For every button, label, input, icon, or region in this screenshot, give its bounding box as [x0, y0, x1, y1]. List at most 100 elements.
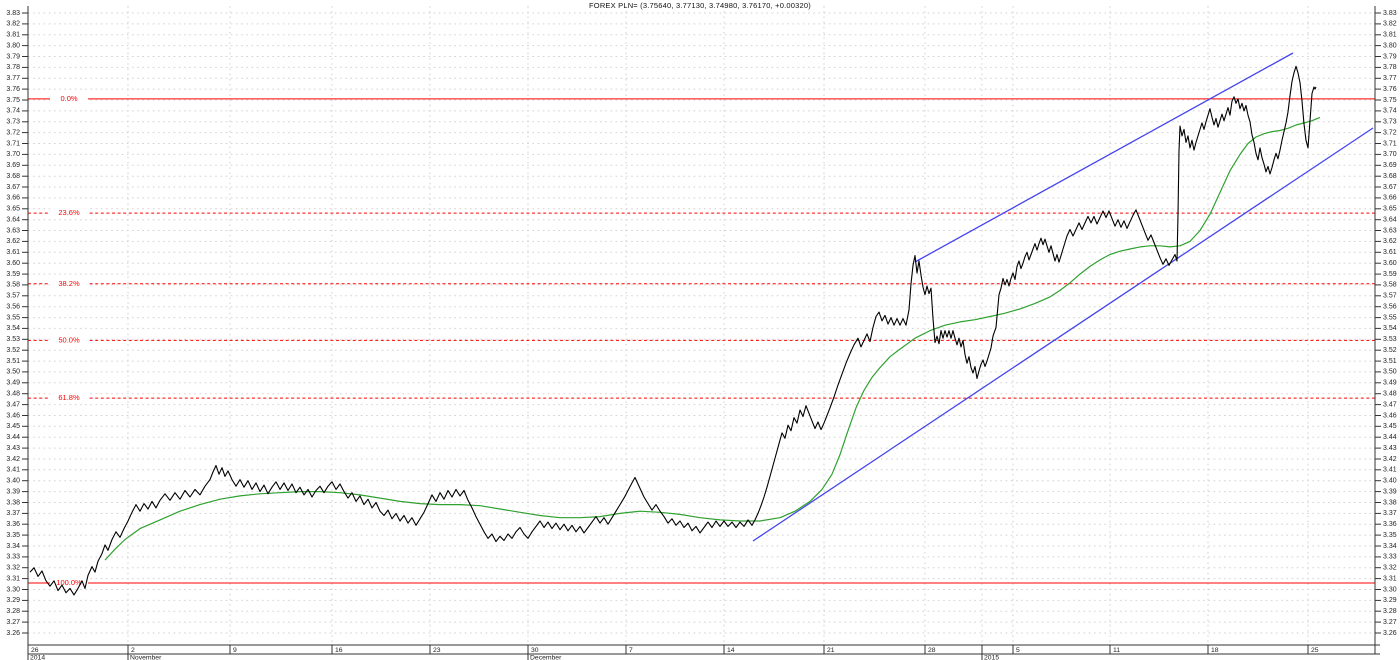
- y-tick-label-left: 3.34: [6, 543, 20, 550]
- y-tick-label-left: 3.42: [6, 456, 20, 463]
- week-label: 21: [827, 647, 835, 654]
- y-tick-label-left: 3.41: [6, 467, 20, 474]
- y-tick-label-left: 3.57: [6, 293, 20, 300]
- y-tick-label-left: 3.72: [6, 129, 20, 136]
- month-label: December: [530, 655, 562, 660]
- y-tick-label-left: 3.39: [6, 488, 20, 495]
- week-label: 5: [1016, 647, 1020, 654]
- y-tick-label-left: 3.48: [6, 391, 20, 398]
- month-label: November: [130, 655, 162, 660]
- y-tick-label-left: 3.56: [6, 304, 20, 311]
- y-tick-label-left: 3.75: [6, 97, 20, 104]
- y-tick-label-right: 3.54: [1383, 325, 1397, 332]
- y-tick-label-right: 3.73: [1383, 119, 1397, 126]
- y-tick-label-right: 3.52: [1383, 347, 1397, 354]
- y-tick-label-left: 3.27: [6, 619, 20, 626]
- y-tick-label-right: 3.67: [1383, 184, 1397, 191]
- y-tick-label-left: 3.28: [6, 608, 20, 615]
- y-tick-label-left: 3.78: [6, 64, 20, 71]
- trend-channel: [752, 52, 1374, 542]
- y-tick-label-right: 3.38: [1383, 499, 1397, 506]
- y-tick-label-right: 3.42: [1383, 456, 1397, 463]
- y-tick-label-left: 3.45: [6, 423, 20, 430]
- y-tick-label-left: 3.31: [6, 575, 20, 582]
- y-tick-label-left: 3.69: [6, 162, 20, 169]
- y-tick-label-left: 3.68: [6, 173, 20, 180]
- y-tick-label-left: 3.46: [6, 412, 20, 419]
- week-label: 16: [335, 647, 343, 654]
- y-tick-label-left: 3.49: [6, 380, 20, 387]
- week-label: 14: [727, 647, 735, 654]
- y-tick-label-left: 3.74: [6, 108, 20, 115]
- fib-label: 23.6%: [58, 208, 80, 217]
- y-tick-label-right: 3.47: [1383, 401, 1397, 408]
- y-tick-label-right: 3.53: [1383, 336, 1397, 343]
- y-tick-label-right: 3.77: [1383, 75, 1397, 82]
- y-tick-label-right: 3.75: [1383, 97, 1397, 104]
- week-label: 23: [433, 647, 441, 654]
- y-tick-label-right: 3.69: [1383, 162, 1397, 169]
- y-tick-label-right: 3.40: [1383, 478, 1397, 485]
- y-tick-label-right: 3.56: [1383, 304, 1397, 311]
- y-tick-label-left: 3.51: [6, 358, 20, 365]
- y-tick-label-right: 3.46: [1383, 412, 1397, 419]
- y-tick-label-left: 3.59: [6, 271, 20, 278]
- y-tick-label-right: 3.35: [1383, 532, 1397, 539]
- y-tick-label-left: 3.50: [6, 369, 20, 376]
- y-tick-label-left: 3.35: [6, 532, 20, 539]
- y-tick-label-left: 3.76: [6, 86, 20, 93]
- y-tick-label-right: 3.41: [1383, 467, 1397, 474]
- y-tick-label-left: 3.52: [6, 347, 20, 354]
- y-tick-label-left: 3.43: [6, 445, 20, 452]
- y-tick-label-right: 3.76: [1383, 86, 1397, 93]
- y-tick-label-right: 3.70: [1383, 151, 1397, 158]
- y-tick-label-left: 3.29: [6, 597, 20, 604]
- y-tick-label-left: 3.80: [6, 42, 20, 49]
- y-tick-label-right: 3.61: [1383, 249, 1397, 256]
- week-label: 7: [629, 647, 633, 654]
- fib-label: 50.0%: [58, 335, 80, 344]
- y-tick-label-left: 3.44: [6, 434, 20, 441]
- y-tick-label-right: 3.28: [1383, 608, 1397, 615]
- week-label: 2: [131, 647, 135, 654]
- y-tick-label-right: 3.26: [1383, 630, 1397, 637]
- y-tick-label-left: 3.63: [6, 227, 20, 234]
- y-tick-label-right: 3.48: [1383, 391, 1397, 398]
- y-tick-label-right: 3.55: [1383, 314, 1397, 321]
- y-tick-label-left: 3.77: [6, 75, 20, 82]
- month-label: 2014: [30, 655, 45, 660]
- y-tick-label-right: 3.62: [1383, 238, 1397, 245]
- y-tick-label-right: 3.44: [1383, 434, 1397, 441]
- y-tick-label-right: 3.34: [1383, 543, 1397, 550]
- y-tick-label-right: 3.66: [1383, 195, 1397, 202]
- y-tick-label-left: 3.30: [6, 586, 20, 593]
- grid-horizontal: [28, 12, 1375, 634]
- y-tick-label-left: 3.82: [6, 21, 20, 28]
- week-label: 25: [1311, 647, 1319, 654]
- y-tick-label-right: 3.39: [1383, 488, 1397, 495]
- y-tick-label-right: 3.71: [1383, 140, 1397, 147]
- y-tick-label-left: 3.55: [6, 314, 20, 321]
- moving-average-line: [104, 116, 1321, 561]
- y-tick-label-left: 3.47: [6, 401, 20, 408]
- y-tick-label-right: 3.59: [1383, 271, 1397, 278]
- fibonacci-levels: 0.0% 23.6% 38.2% 50.0% 61.8% 100.0%: [28, 94, 1375, 588]
- y-tick-label-left: 3.79: [6, 53, 20, 60]
- y-tick-label-right: 3.81: [1383, 32, 1397, 39]
- y-tick-label-right: 3.43: [1383, 445, 1397, 452]
- grid-vertical: [127, 6, 1309, 645]
- y-tick-label-left: 3.40: [6, 478, 20, 485]
- y-tick-label-left: 3.60: [6, 260, 20, 267]
- y-tick-label-right: 3.65: [1383, 206, 1397, 213]
- y-tick-label-left: 3.64: [6, 217, 20, 224]
- y-axis-left: 3.26 3.26 3.27 3.27 3.28 3.28 3.29 3.29 3.30 3.30…: [6, 6, 1397, 654]
- fib-label: 61.8%: [58, 393, 80, 402]
- y-tick-label-left: 3.62: [6, 238, 20, 245]
- y-tick-label-right: 3.29: [1383, 597, 1397, 604]
- y-tick-label-right: 3.83: [1383, 10, 1397, 17]
- y-tick-label-left: 3.32: [6, 565, 20, 572]
- y-tick-label-right: 3.51: [1383, 358, 1397, 365]
- y-tick-label-right: 3.63: [1383, 227, 1397, 234]
- chart-title: FOREX PLN= (3.75640, 3.77130, 3.74980, 3…: [589, 1, 811, 10]
- y-tick-label-right: 3.60: [1383, 260, 1397, 267]
